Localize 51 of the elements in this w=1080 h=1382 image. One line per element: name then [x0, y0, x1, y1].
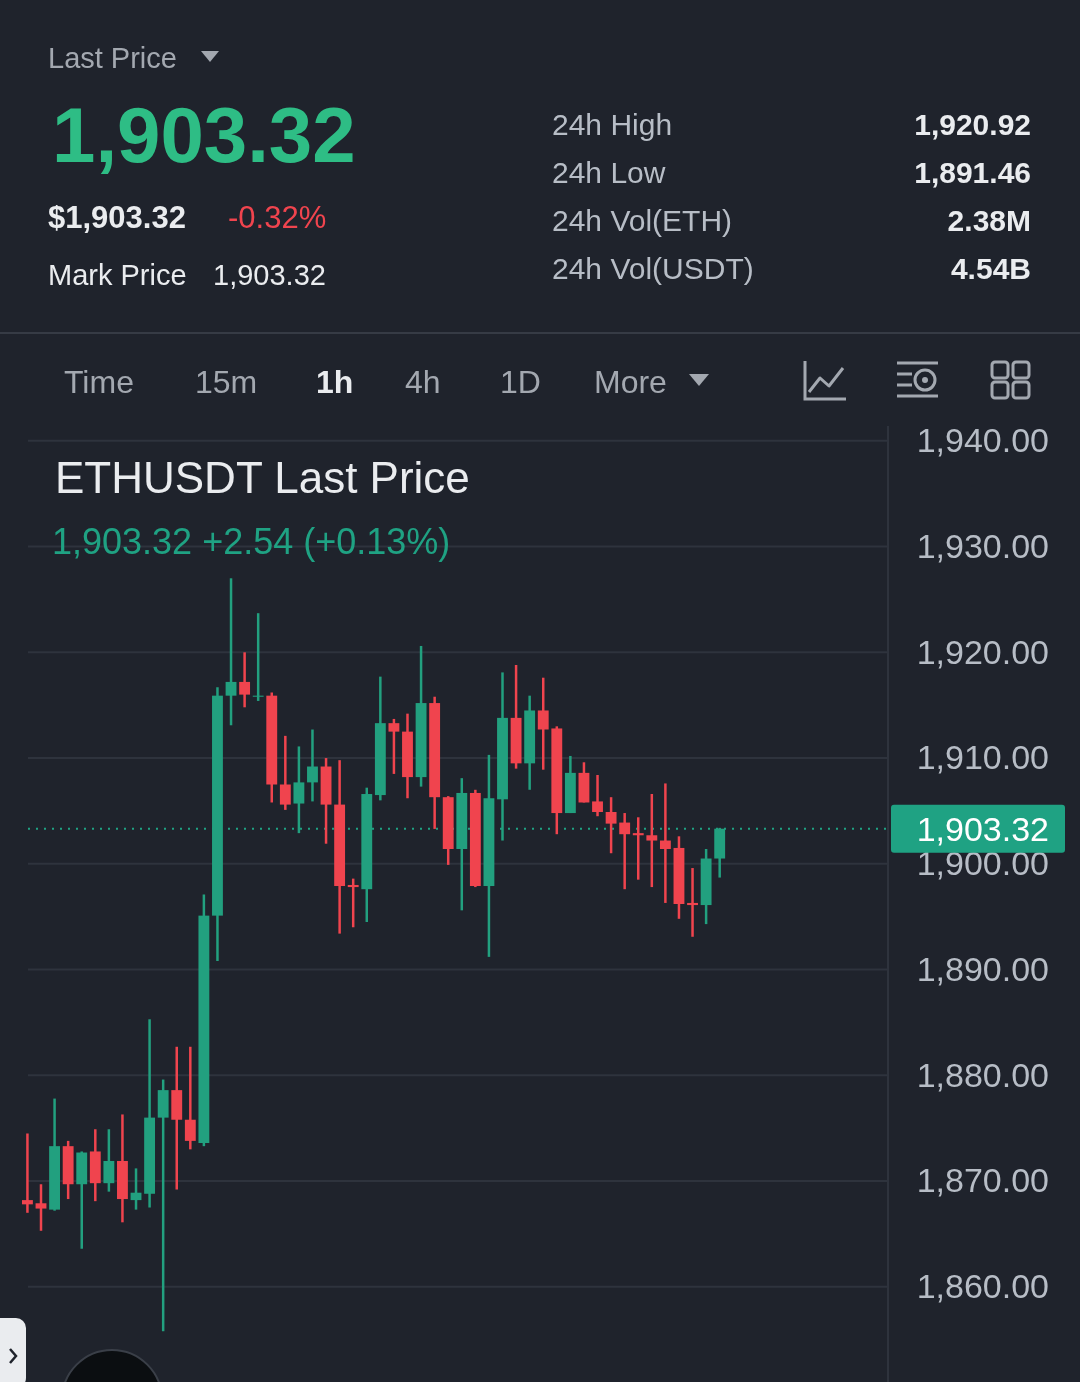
- text: Last Price: [48, 42, 177, 74]
- candlestick: [605, 795, 617, 855]
- text: 4.54B: [950, 252, 1031, 285]
- candlestick: [592, 773, 603, 818]
- text: 2.38M: [947, 204, 1031, 237]
- text: 1,903.32: [213, 259, 326, 291]
- text: 1h: [316, 364, 354, 400]
- text: 1D: [500, 364, 541, 400]
- text: 15m: [195, 364, 258, 400]
- y-tick-label: 1,930.00: [916, 526, 1049, 565]
- text: 24h High: [552, 108, 673, 141]
- y-tick-label: 1,920.00: [916, 632, 1049, 671]
- candlestick: [252, 611, 264, 703]
- candlestick: [35, 1182, 47, 1233]
- candlestick: [225, 577, 237, 727]
- candlestick: [157, 1078, 169, 1333]
- candlestick: [619, 811, 631, 891]
- text: 24h Vol(ETH): [552, 204, 733, 237]
- text: 1,903.32: [52, 91, 356, 179]
- text: 1,903.32 +2.54 (+0.13%): [52, 521, 451, 562]
- candlestick: [537, 676, 549, 771]
- text: ETHUSDT Last Price: [55, 453, 470, 502]
- text: 1,891.46: [914, 156, 1031, 189]
- y-tick-label: 1,870.00: [916, 1161, 1049, 1200]
- text: More: [594, 364, 667, 400]
- candlestick: [388, 717, 400, 776]
- candlestick: [22, 1132, 33, 1215]
- text: 24h Vol(USDT): [552, 252, 754, 285]
- candlestick: [103, 1128, 115, 1193]
- text: 4h: [405, 364, 441, 400]
- text: 24h Low: [552, 156, 666, 189]
- ref-line-label: 1,903.32: [916, 809, 1049, 848]
- text: -0.32%: [228, 200, 327, 235]
- candlestick: [659, 782, 671, 905]
- text: 1,920.92: [914, 108, 1031, 141]
- y-tick-label: 1,890.00: [916, 949, 1049, 988]
- y-tick-label: 1,880.00: [916, 1055, 1049, 1094]
- candlestick: [279, 734, 291, 812]
- candlestick: [632, 816, 644, 881]
- y-tick-label: 1,860.00: [916, 1267, 1049, 1306]
- candlestick: [184, 1045, 196, 1151]
- candlestick: [239, 651, 251, 709]
- candlestick: [307, 728, 318, 803]
- candlestick: [687, 866, 698, 939]
- text: Mark Price: [48, 259, 187, 291]
- text: $1,903.32: [48, 200, 186, 235]
- y-tick-label: 1,940.00: [916, 421, 1049, 460]
- text: Time: [64, 364, 134, 400]
- candlestick: [646, 792, 658, 889]
- y-tick-label: 1,910.00: [916, 738, 1049, 777]
- candlestick: [347, 877, 359, 929]
